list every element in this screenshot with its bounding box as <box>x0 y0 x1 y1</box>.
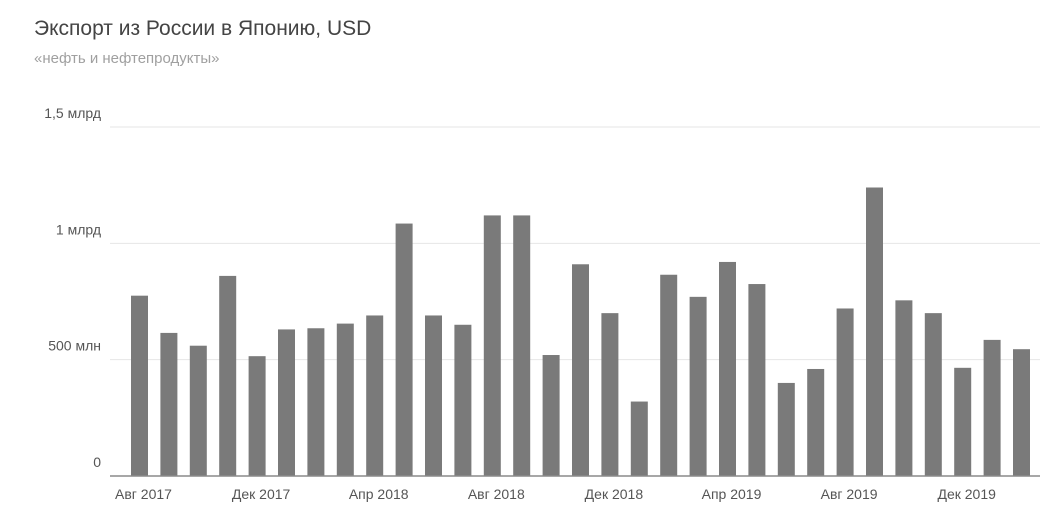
bar-2017-08 <box>131 295 148 476</box>
bar-2018-01 <box>278 329 295 476</box>
x-tick-label: Дек 2018 <box>585 486 644 502</box>
bar-2019-10 <box>895 300 913 476</box>
bar-2018-06 <box>425 315 442 476</box>
chart-title: Экспорт из России в Японию, USD <box>34 17 372 40</box>
x-tick-label: Авг 2019 <box>821 486 878 502</box>
bar-2020-02 <box>1013 349 1030 476</box>
x-tick-label: Авг 2017 <box>115 486 172 502</box>
bar-2019-07 <box>807 368 825 476</box>
bar-2019-11 <box>924 313 942 476</box>
bar-2017-11 <box>219 275 237 476</box>
bar-2018-05 <box>395 223 413 476</box>
y-axis-tick-labels: 0 500 млн 1 млрд 1,5 млрд <box>44 105 101 470</box>
chart-subtitle: «нефть и нефтепродукты» <box>34 50 220 67</box>
bar-2019-12 <box>954 367 972 476</box>
y-tick-label: 500 млн <box>48 338 101 354</box>
bar-2019-06 <box>777 382 795 476</box>
bar-2019-08 <box>836 308 854 476</box>
bar-2018-10 <box>542 355 560 476</box>
x-tick-label: Апр 2018 <box>349 486 409 502</box>
bar-2019-04 <box>719 261 736 476</box>
x-tick-label: Дек 2017 <box>232 486 291 502</box>
bar-2018-09 <box>513 215 531 476</box>
bar-2018-02 <box>307 328 325 476</box>
x-tick-label: Апр 2019 <box>702 486 762 502</box>
bar-2018-07 <box>454 324 472 476</box>
bar-2019-01 <box>630 401 648 476</box>
y-tick-label: 0 <box>93 454 101 470</box>
x-tick-label: Дек 2019 <box>937 486 996 502</box>
bar-2019-09 <box>866 187 883 476</box>
bar-2019-05 <box>748 284 766 476</box>
bar-2018-08 <box>483 215 501 476</box>
bar-2019-02 <box>660 274 678 476</box>
bar-2017-09 <box>160 332 178 476</box>
bar-2020-01 <box>983 339 1001 476</box>
bar-2018-04 <box>366 315 384 476</box>
x-tick-label: Авг 2018 <box>468 486 525 502</box>
x-axis-tick-labels: Авг 2017 Дек 2017 Апр 2018 Авг 2018 Дек 2018… <box>115 486 996 502</box>
bar-2019-03 <box>689 296 707 476</box>
y-tick-label: 1 млрд <box>56 221 101 237</box>
y-tick-label: 1,5 млрд <box>44 105 101 121</box>
bar-2017-10 <box>189 345 207 476</box>
bar-2017-12 <box>248 356 266 476</box>
bars <box>131 187 1030 476</box>
bar-2018-03 <box>336 323 354 476</box>
bar-2018-12 <box>601 313 619 476</box>
bar-2018-11 <box>572 264 589 476</box>
